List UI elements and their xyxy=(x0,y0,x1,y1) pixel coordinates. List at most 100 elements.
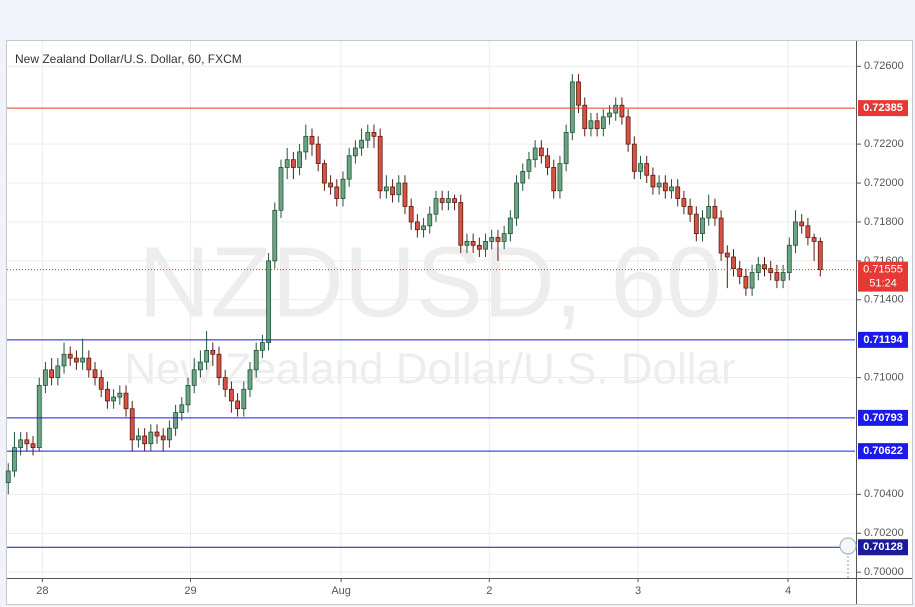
candle-body xyxy=(774,272,780,281)
candle-body xyxy=(793,221,798,246)
chart-frame xyxy=(6,40,913,605)
candle-body xyxy=(18,439,24,449)
candle-body xyxy=(5,470,11,484)
candle-body xyxy=(476,244,482,250)
candle-body xyxy=(204,349,210,363)
candle-body xyxy=(452,198,457,203)
candle-body xyxy=(371,132,377,137)
candle-body xyxy=(377,135,383,192)
candle-body xyxy=(117,392,123,398)
y-tick-label: 0.70400 xyxy=(864,488,904,500)
y-tick-label: 0.72000 xyxy=(864,177,904,189)
candle-body xyxy=(235,400,240,410)
last-price-box xyxy=(858,261,908,292)
candle-body xyxy=(12,447,17,472)
grid xyxy=(7,41,855,578)
candle-body xyxy=(507,217,513,235)
candle-body xyxy=(526,159,532,172)
candle-body xyxy=(514,182,519,219)
candle-body xyxy=(731,256,736,270)
x-tick-label: Aug xyxy=(331,585,351,597)
candle-body xyxy=(303,135,309,153)
level-label: 0.72385 xyxy=(863,102,903,114)
x-tick-label: 4 xyxy=(785,585,791,597)
candle-body xyxy=(414,221,420,231)
y-tick-label: 0.71400 xyxy=(864,294,904,306)
candle-body xyxy=(328,182,333,188)
candle-body xyxy=(706,205,712,219)
candle-body xyxy=(681,198,687,207)
candle-body xyxy=(625,116,631,145)
y-tick-label: 0.70000 xyxy=(864,566,904,578)
plot xyxy=(5,74,855,548)
candle-body xyxy=(198,361,203,371)
alert-icon[interactable] xyxy=(839,537,857,555)
level-label-box xyxy=(858,409,908,426)
candle-body xyxy=(74,357,79,363)
candle-body xyxy=(185,384,191,406)
candle-body xyxy=(768,268,774,273)
candle-body xyxy=(675,186,681,199)
candle-body xyxy=(458,202,464,246)
candle-body xyxy=(365,132,371,141)
candle-body xyxy=(86,357,92,371)
watermark-description: New Zealand Dollar/U.S. Dollar xyxy=(124,345,735,394)
candle-body xyxy=(693,213,699,235)
y-tick-label: 0.70200 xyxy=(864,527,904,539)
candle-body xyxy=(700,217,705,235)
candle-body xyxy=(786,244,792,273)
candle-body xyxy=(576,81,581,106)
candle-body xyxy=(266,260,271,343)
candle-body xyxy=(780,272,786,281)
candle-body xyxy=(551,167,557,192)
candle-body xyxy=(259,342,265,351)
candle-body xyxy=(43,369,48,386)
candle-body xyxy=(123,392,129,410)
candle-body xyxy=(402,182,408,207)
level-label: 0.70793 xyxy=(863,412,903,424)
y-tick-label: 0.71000 xyxy=(864,372,904,384)
candle-body xyxy=(594,120,600,129)
candle-body xyxy=(495,237,501,242)
candle-body xyxy=(712,205,718,219)
level-label-box xyxy=(858,443,908,460)
candle-body xyxy=(557,163,563,192)
candle-body xyxy=(538,147,544,157)
candle-body xyxy=(650,174,656,188)
last-price-label: 0.71555 xyxy=(863,264,903,276)
level-label: 0.70128 xyxy=(863,541,903,553)
candle-body xyxy=(105,388,110,402)
candle-body xyxy=(340,178,346,199)
candle-body xyxy=(421,225,426,231)
y-tick-label: 0.72200 xyxy=(864,138,904,150)
candle-body xyxy=(148,431,154,445)
candle-body xyxy=(799,221,805,227)
candle-body xyxy=(61,353,67,367)
candle-body xyxy=(359,139,364,149)
level-label-box xyxy=(858,100,908,117)
candle-body xyxy=(687,205,693,215)
candle-body xyxy=(743,276,749,289)
candle-body xyxy=(501,233,507,242)
candle-body xyxy=(142,435,148,445)
y-tick-label: 0.71800 xyxy=(864,216,904,228)
candle-body xyxy=(154,431,160,437)
candle-body xyxy=(483,241,488,250)
candle-body xyxy=(315,143,321,164)
candle-body xyxy=(290,159,296,168)
countdown-label: 51:24 xyxy=(869,278,897,290)
candle-body xyxy=(346,155,352,180)
candle-body xyxy=(321,163,327,184)
candle-body xyxy=(427,213,433,227)
candle-body xyxy=(755,264,761,273)
candle-body xyxy=(383,186,389,192)
candle-body xyxy=(49,369,55,378)
candle-body xyxy=(408,205,414,223)
candle-body xyxy=(433,198,439,215)
candle-body xyxy=(216,353,222,378)
candle-body xyxy=(160,435,166,441)
candle-body xyxy=(656,182,662,188)
candle-body xyxy=(334,186,340,199)
candle-body xyxy=(545,155,550,168)
candle-body xyxy=(631,143,637,172)
